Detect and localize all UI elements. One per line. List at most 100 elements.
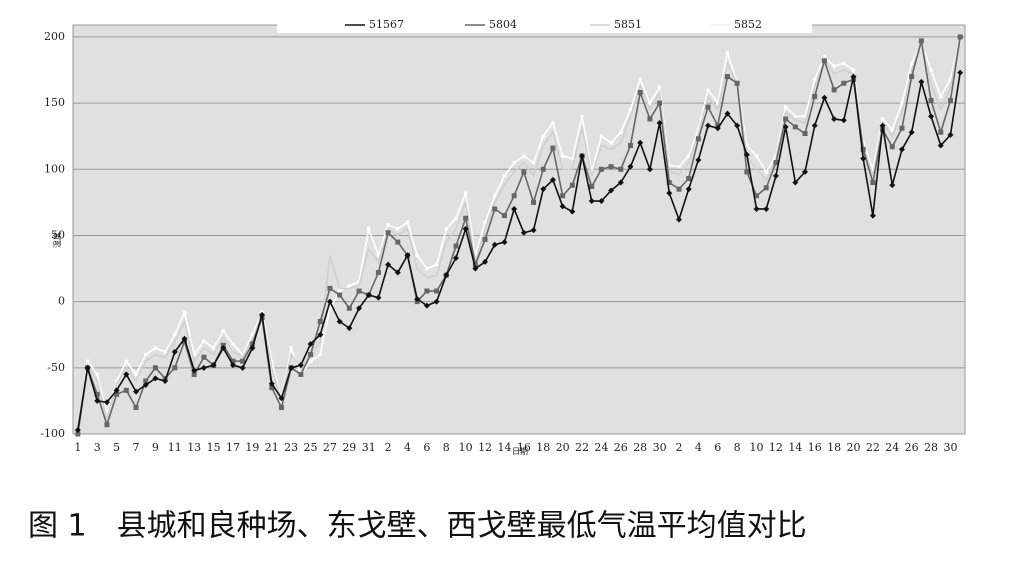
point [772, 172, 779, 179]
point [637, 90, 643, 96]
x-tick-label: 8 [734, 441, 741, 454]
point [326, 298, 333, 305]
point [181, 335, 188, 342]
point [743, 151, 750, 158]
point [346, 325, 353, 332]
point [764, 170, 769, 174]
point [628, 142, 633, 148]
point [230, 358, 236, 364]
point [773, 160, 779, 166]
x-tick-label: 18 [827, 441, 841, 454]
point [744, 169, 750, 175]
point [240, 358, 246, 364]
point [143, 378, 149, 384]
point [173, 332, 177, 337]
point [918, 38, 924, 44]
point [580, 114, 584, 119]
x-tick-label: 30 [653, 441, 667, 454]
x-tick-label: 2 [675, 441, 682, 454]
point [899, 125, 905, 131]
point [908, 129, 915, 136]
point [753, 205, 760, 212]
point [365, 292, 372, 299]
point [569, 208, 576, 215]
point [957, 34, 963, 40]
point [502, 174, 507, 178]
point [657, 85, 662, 90]
point [783, 116, 789, 122]
point [638, 77, 642, 82]
point [298, 371, 304, 377]
plot [73, 34, 965, 437]
point [646, 166, 653, 173]
point [588, 198, 595, 205]
point [579, 153, 586, 160]
point [444, 227, 449, 231]
point [734, 122, 741, 129]
point [821, 58, 827, 64]
point [386, 223, 390, 227]
point [549, 176, 556, 183]
point [307, 340, 314, 347]
point [74, 427, 81, 434]
point [172, 365, 178, 371]
point [559, 203, 566, 210]
y-tick-label: 50 [51, 228, 65, 241]
point [394, 269, 401, 276]
point [454, 216, 458, 221]
point [714, 125, 721, 132]
point [94, 397, 101, 404]
point [472, 265, 479, 272]
point [297, 362, 304, 369]
point [676, 186, 682, 192]
point [512, 160, 516, 165]
point [308, 359, 313, 364]
point [724, 110, 731, 117]
point [937, 142, 944, 149]
point [900, 101, 904, 105]
point [880, 117, 885, 121]
point [782, 123, 789, 130]
point [909, 61, 914, 66]
point [385, 230, 391, 236]
point [153, 346, 158, 350]
legend-label: 5804 [489, 18, 517, 31]
point [570, 156, 575, 161]
point [405, 220, 410, 225]
point [221, 328, 226, 333]
y-tick-label: 200 [44, 30, 65, 43]
x-tick-label: 20 [847, 441, 861, 454]
point [95, 372, 100, 377]
y-tick-label: -100 [40, 427, 65, 440]
point [841, 80, 847, 86]
series-line [77, 36, 961, 435]
point [366, 227, 371, 231]
point [802, 168, 809, 175]
x-tick-label: 17 [226, 441, 240, 454]
point [520, 229, 527, 236]
point [152, 375, 159, 382]
point [191, 367, 198, 374]
point [569, 182, 575, 188]
point [560, 154, 565, 158]
x-tick-label: 27 [323, 441, 337, 454]
point [869, 212, 876, 219]
point [337, 289, 342, 293]
x-tick-label: 28 [633, 441, 647, 454]
point [472, 262, 478, 268]
point [840, 117, 847, 124]
point [822, 54, 827, 59]
point [210, 362, 217, 369]
point [889, 144, 895, 150]
x-tick-label: 24 [885, 441, 899, 454]
point [531, 199, 537, 205]
point [947, 97, 953, 103]
y-tick-label: 100 [44, 162, 65, 175]
point [540, 166, 546, 172]
x-tick-label: 16 [808, 441, 822, 454]
point [152, 365, 158, 371]
x-tick-label: 3 [94, 441, 101, 454]
x-tick-label: 4 [695, 441, 702, 454]
point [647, 116, 653, 122]
